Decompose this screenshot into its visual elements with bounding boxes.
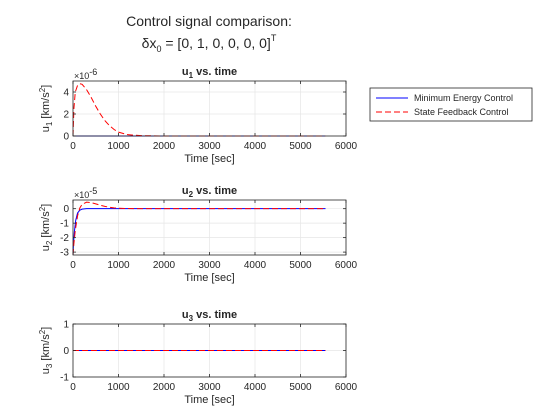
- subplot-u2: 0 1000 2000 3000 4000 5000 6000 -3 -2 -1 0 ×10-5 u2 …: [38, 185, 358, 284]
- title-vector: = [0, 1, 0, 0, 0, 0]: [161, 35, 270, 51]
- x-tick-label: 1000: [107, 141, 130, 152]
- y-tick-label: -3: [60, 248, 69, 259]
- x-tick-label: 3000: [198, 382, 221, 393]
- y-tick-label: 2: [63, 110, 69, 121]
- x-tick-label: 6000: [335, 382, 358, 393]
- y-axis-label: u3 [km/s2]: [38, 327, 54, 374]
- y-tick-label: -1: [60, 219, 69, 230]
- legend: Minimum Energy Control State Feedback Co…: [369, 87, 533, 122]
- y-tick-label: 0: [63, 346, 69, 357]
- exponent-power: -6: [89, 67, 97, 77]
- y-tick-label: -1: [60, 373, 69, 384]
- legend-label-state-feedback: State Feedback Control: [414, 107, 509, 117]
- y-exponent-label: ×10-6: [74, 67, 97, 81]
- x-tick-label: 5000: [289, 382, 312, 393]
- y-tick-label: 4: [63, 88, 69, 99]
- x-tick-label: 3000: [198, 141, 221, 152]
- x-tick-label: 5000: [289, 141, 312, 152]
- exponent-power: -5: [89, 186, 97, 196]
- subplot-title: u3 vs. time: [182, 309, 237, 323]
- y-axis-label: u2 [km/s2]: [38, 204, 54, 251]
- x-tick-label: 1000: [107, 260, 130, 271]
- y-tick-label: 0: [63, 132, 69, 143]
- legend-box: [369, 87, 533, 122]
- legend-label-minimum-energy: Minimum Energy Control: [414, 93, 513, 103]
- x-tick-label: 6000: [335, 141, 358, 152]
- x-tick-label: 4000: [244, 260, 267, 271]
- x-tick-label: 5000: [289, 260, 312, 271]
- figure-title-line2: δx0 = [0, 1, 0, 0, 0, 0]T: [142, 33, 277, 54]
- subplot-u1: 0 1000 2000 3000 4000 5000 6000 0 2 4 ×10-6 u1 vs. …: [38, 66, 358, 165]
- x-tick-label: 1000: [107, 382, 130, 393]
- x-tick-label: 4000: [244, 382, 267, 393]
- title-superscript: T: [271, 33, 277, 43]
- title-delta-x: δx: [142, 35, 157, 51]
- x-axis-label: Time [sec]: [184, 153, 234, 165]
- figure-title-line1: Control signal comparison:: [126, 13, 292, 29]
- exponent-base: ×10: [74, 71, 89, 81]
- exponent-base: ×10: [74, 190, 89, 200]
- y-exponent-label: ×10-5: [74, 186, 97, 200]
- x-tick-label: 0: [70, 382, 76, 393]
- x-axis-label: Time [sec]: [184, 272, 234, 284]
- subplot-title: u1 vs. time: [182, 66, 237, 80]
- x-tick-label: 0: [70, 260, 76, 271]
- x-axis-label: Time [sec]: [184, 394, 234, 406]
- series-line-state-feedback: [72, 201, 326, 256]
- subplot-title: u2 vs. time: [182, 185, 237, 199]
- x-tick-label: 2000: [153, 260, 176, 271]
- x-tick-label: 3000: [198, 260, 221, 271]
- x-tick-label: 2000: [153, 382, 176, 393]
- x-tick-label: 6000: [335, 260, 358, 271]
- title-subscript: 0: [156, 44, 161, 54]
- x-tick-label: 0: [70, 141, 76, 152]
- y-axis-label: u1 [km/s2]: [38, 85, 54, 132]
- y-tick-label: 0: [63, 204, 69, 215]
- y-tick-label: 1: [63, 320, 69, 331]
- x-tick-label: 2000: [153, 141, 176, 152]
- y-tick-label: -2: [60, 233, 69, 244]
- x-tick-label: 4000: [244, 141, 267, 152]
